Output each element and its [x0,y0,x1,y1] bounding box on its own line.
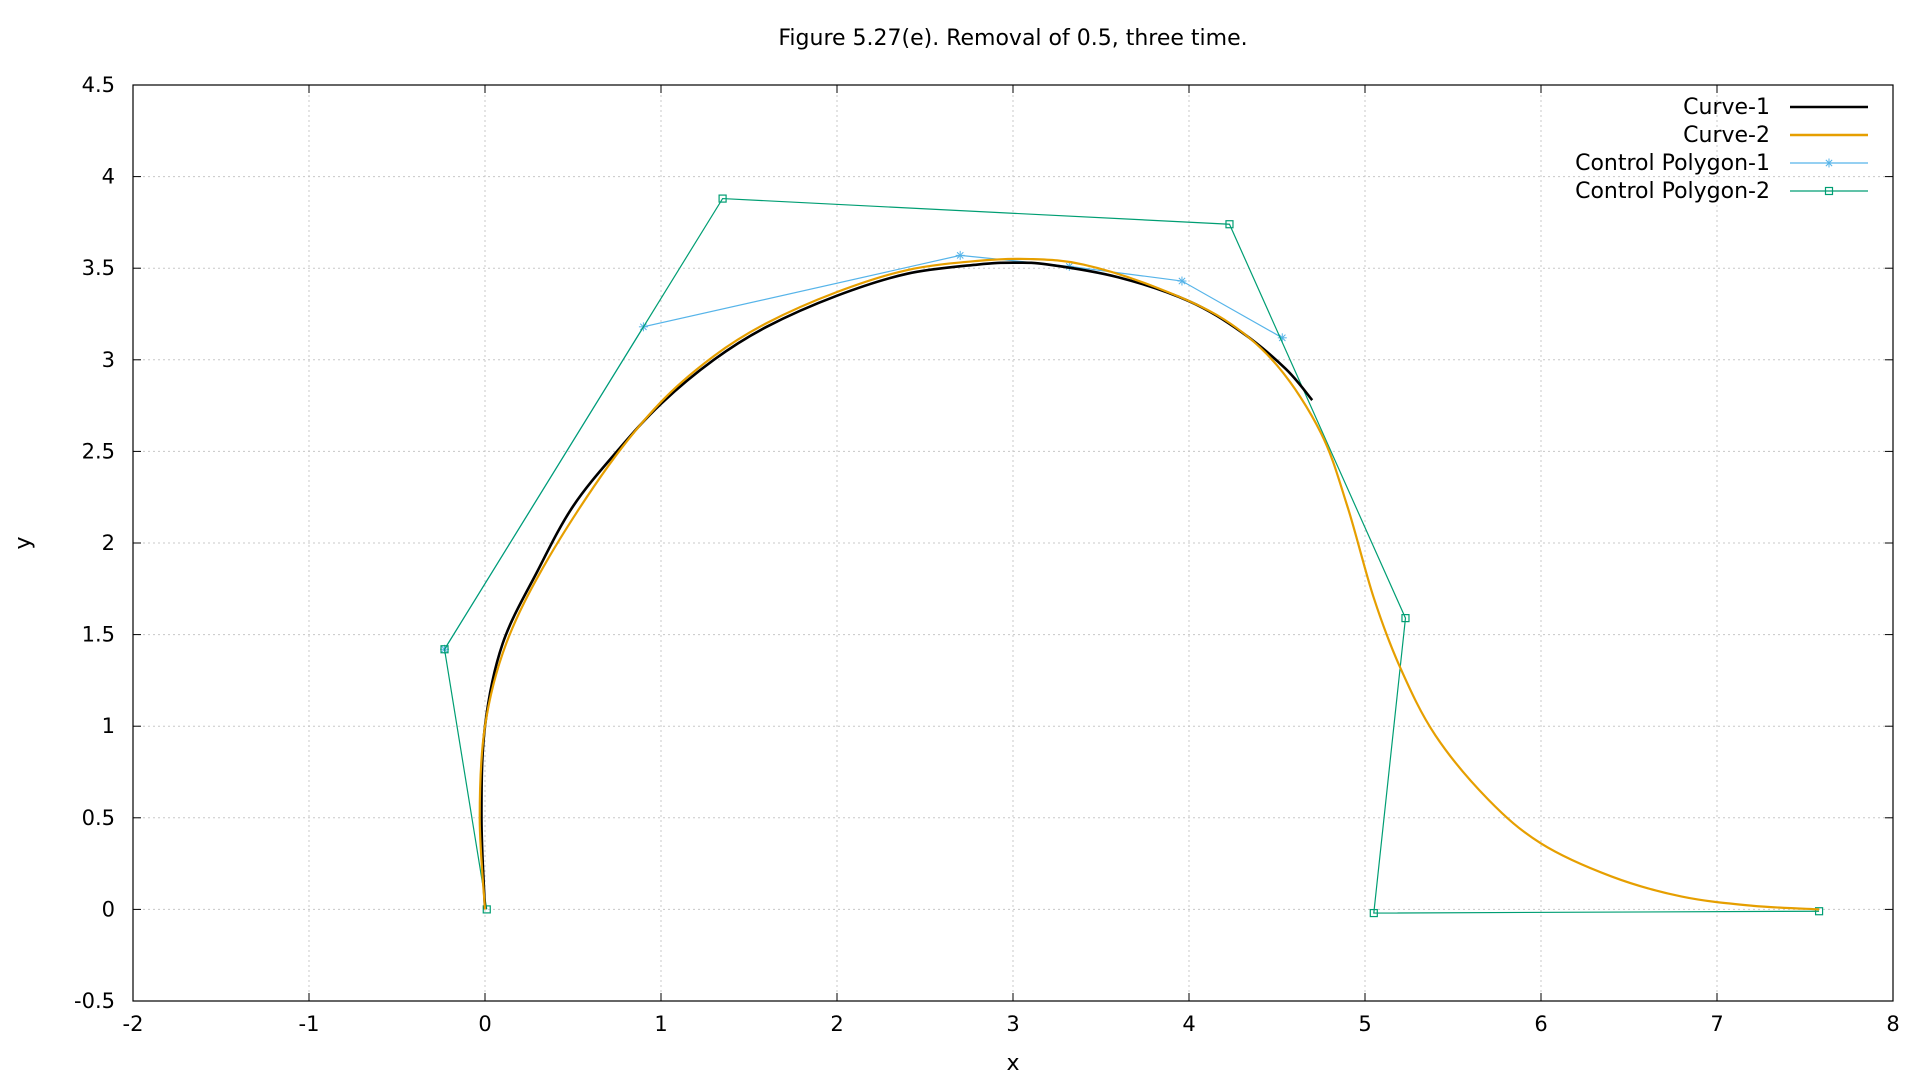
control-polygon-2-point [1814,907,1824,916]
control-polygon-2-point [1369,908,1378,918]
legend-marker-control-polygon-1 [1824,158,1834,168]
y-tick-label: 1.5 [82,623,115,647]
x-tick-label: 7 [1710,1012,1723,1036]
x-tick-label: 5 [1358,1012,1371,1036]
x-tick-label: 4 [1182,1012,1195,1036]
legend-marker-control-polygon-1-stroke [1825,159,1833,167]
y-tick-label: -0.5 [74,989,115,1013]
control-polygon-2-point [1401,614,1410,623]
y-tick-label: 3 [102,348,115,372]
y-tick-label: 4 [102,165,115,189]
curve-2-line [478,257,1820,911]
y-tick-label: 0.5 [82,806,115,830]
control-polygon-1-point-stroke [956,251,964,259]
y-tick-label: 2 [102,531,115,555]
y-axis-label: y [11,536,36,549]
control-polygon-1-point-stroke [1178,277,1186,285]
control-polygon-2-line [443,197,1820,914]
control-polygon-1-point [1277,333,1287,343]
y-tick-label: 0 [102,897,115,921]
x-tick-label: 3 [1006,1012,1019,1036]
control-polygon-1-point [955,250,965,260]
control-polygon-2-point [482,905,491,914]
y-tick-label: 1 [102,714,115,738]
control-polygon-1-point [1177,276,1187,286]
plot-area [440,194,1824,918]
y-tick-label: 4.5 [82,73,115,97]
x-tick-label: 1 [654,1012,667,1036]
legend-label-curve-2: Curve-2 [1683,123,1770,148]
chart-title: Figure 5.27(e). Removal of 0.5, three ti… [778,26,1247,51]
x-tick-label: 0 [478,1012,491,1036]
y-tick-label: 3.5 [82,256,115,280]
x-tick-label: 6 [1534,1012,1547,1036]
x-tick-label: 8 [1886,1012,1899,1036]
control-polygon-2-point [1225,220,1234,229]
legend-label-curve-1: Curve-1 [1683,95,1770,120]
x-tick-label: 2 [830,1012,843,1036]
legend-marker-control-polygon-2 [1824,186,1834,196]
grid [133,85,1893,1001]
control-polygon-1-point-stroke [1278,334,1286,342]
x-tick-label: -2 [123,1012,144,1036]
control-polygon-2-point [718,194,727,203]
control-polygon-2-point [440,645,449,654]
legend: Curve-1 Curve-2 Control Polygon-1 Control P… [1575,95,1868,204]
y-tick-label: 2.5 [82,439,115,463]
legend-label-control-polygon-1: Control Polygon-1 [1575,151,1770,176]
x-tick-label: -1 [299,1012,320,1036]
axes-ticks: -2 -1 0 1 2 3 4 5 6 7 8 -0.5 0 0.5 1 1.5 2 2.5 3 3.5 4 4.5 [74,73,1900,1036]
x-axis-label: x [1006,1051,1019,1076]
legend-label-control-polygon-2: Control Polygon-2 [1575,179,1770,204]
